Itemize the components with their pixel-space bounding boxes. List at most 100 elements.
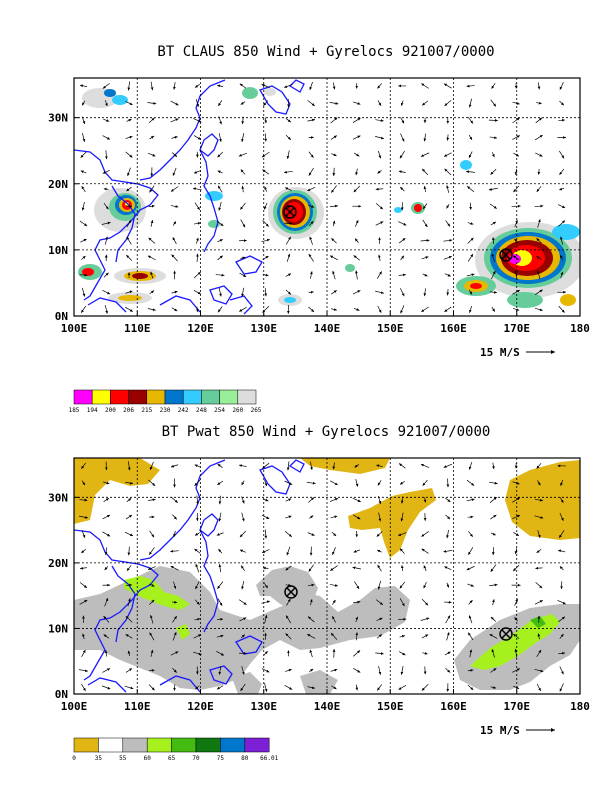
wind-vector [558, 118, 565, 122]
wind-vector [353, 152, 360, 157]
colorbar-swatch [110, 389, 129, 405]
wind-vector [444, 273, 451, 277]
wind-vector [329, 584, 338, 587]
wind-vector [489, 633, 498, 639]
wind-vector [124, 685, 134, 690]
wind-vector [261, 600, 271, 604]
wind-vector [308, 204, 315, 208]
wind-vector [536, 549, 542, 554]
wind-vector [81, 548, 86, 554]
wind-vector [103, 118, 110, 122]
wind-vector [423, 133, 427, 142]
wind-vector [124, 531, 134, 537]
wind-vector [285, 565, 292, 571]
wind-vector [400, 100, 404, 106]
wind-vector [285, 236, 292, 245]
wind-vector [422, 651, 428, 655]
wind-vector [240, 202, 246, 210]
wind-vector [172, 667, 178, 673]
wind-vector [79, 599, 88, 605]
wind-vector [264, 479, 268, 487]
wind-vector [421, 306, 429, 313]
wind-vector [443, 239, 453, 242]
colorbar-label: 75 [217, 755, 225, 762]
wind-vector [79, 273, 88, 277]
wind-vector [239, 272, 247, 278]
colorbar-label: 265 [251, 407, 262, 414]
wind-vector [468, 461, 473, 470]
wind-vectors [79, 81, 566, 314]
wind-vector [125, 668, 133, 673]
wind-vector [352, 117, 361, 123]
wind-vector [444, 100, 452, 107]
wind-vector [467, 116, 474, 124]
wind-vector [81, 530, 86, 539]
wind-vector [218, 201, 222, 211]
x-tick-label: 150E [377, 322, 404, 335]
wind-vector [443, 83, 452, 89]
wind-vector [127, 650, 131, 657]
wind-vector [264, 529, 268, 539]
y-tick-label: 20N [48, 557, 68, 570]
wind-vector [240, 634, 245, 639]
wind-vector [445, 514, 451, 520]
wind-vector [217, 581, 224, 589]
wind-vector [241, 665, 245, 675]
colorbar-label: 60 [144, 755, 152, 762]
wind-vector [514, 219, 518, 228]
wind-vector [353, 650, 361, 657]
wind-vector [102, 135, 111, 140]
wind-vector [445, 220, 451, 227]
wind-vector [513, 152, 520, 157]
wind-vector [469, 305, 472, 313]
wind-vector [240, 256, 246, 260]
wind-vector [194, 202, 200, 211]
wind-vector [263, 202, 268, 210]
colorbar-label: 230 [160, 407, 171, 414]
wind-vector [217, 84, 224, 88]
wind-vector [125, 634, 133, 639]
wind-vector [171, 136, 178, 139]
wind-vector [355, 270, 358, 280]
wind-vector [558, 530, 565, 538]
wind-vector [467, 684, 474, 691]
x-tick-label: 130E [251, 700, 278, 713]
wind-vector [81, 201, 85, 211]
wind-vector [126, 186, 132, 192]
x-tick-label: 100E [61, 322, 88, 335]
wind-vector [149, 530, 155, 538]
wind-vector [286, 546, 291, 556]
wind-vector [150, 220, 154, 227]
wind-vector [354, 219, 359, 227]
wind-vector [558, 616, 566, 623]
wind-vector [264, 683, 268, 692]
wind-vector [469, 202, 473, 210]
wind-vector [444, 566, 452, 571]
wind-vector [514, 168, 518, 175]
wind-vector [331, 615, 336, 623]
wind-vector [150, 649, 154, 657]
wind-vector [218, 512, 222, 522]
wind-vector [537, 633, 541, 640]
wind-vector [468, 289, 473, 295]
wind-vector [126, 497, 132, 502]
wind-vector [469, 649, 473, 658]
wind-vector [195, 581, 200, 590]
wind-vector [558, 150, 565, 159]
colorbar-swatch [73, 737, 99, 753]
colorbar-label: 248 [196, 407, 207, 414]
wind-vector [196, 237, 199, 244]
wind-vector [261, 668, 270, 673]
wind-vector [534, 289, 543, 295]
wind-vector [467, 547, 474, 556]
x-tick-label: 170E [504, 700, 531, 713]
wind-vector [286, 598, 291, 606]
wind-vector [126, 219, 132, 228]
wind-vector [330, 117, 338, 124]
wind-vector [79, 515, 88, 519]
wind-vector [172, 514, 178, 520]
wind-vector [400, 665, 404, 675]
wind-vector [217, 463, 223, 468]
x-tick-label: 180 [570, 700, 590, 713]
wind-vector [559, 236, 563, 245]
